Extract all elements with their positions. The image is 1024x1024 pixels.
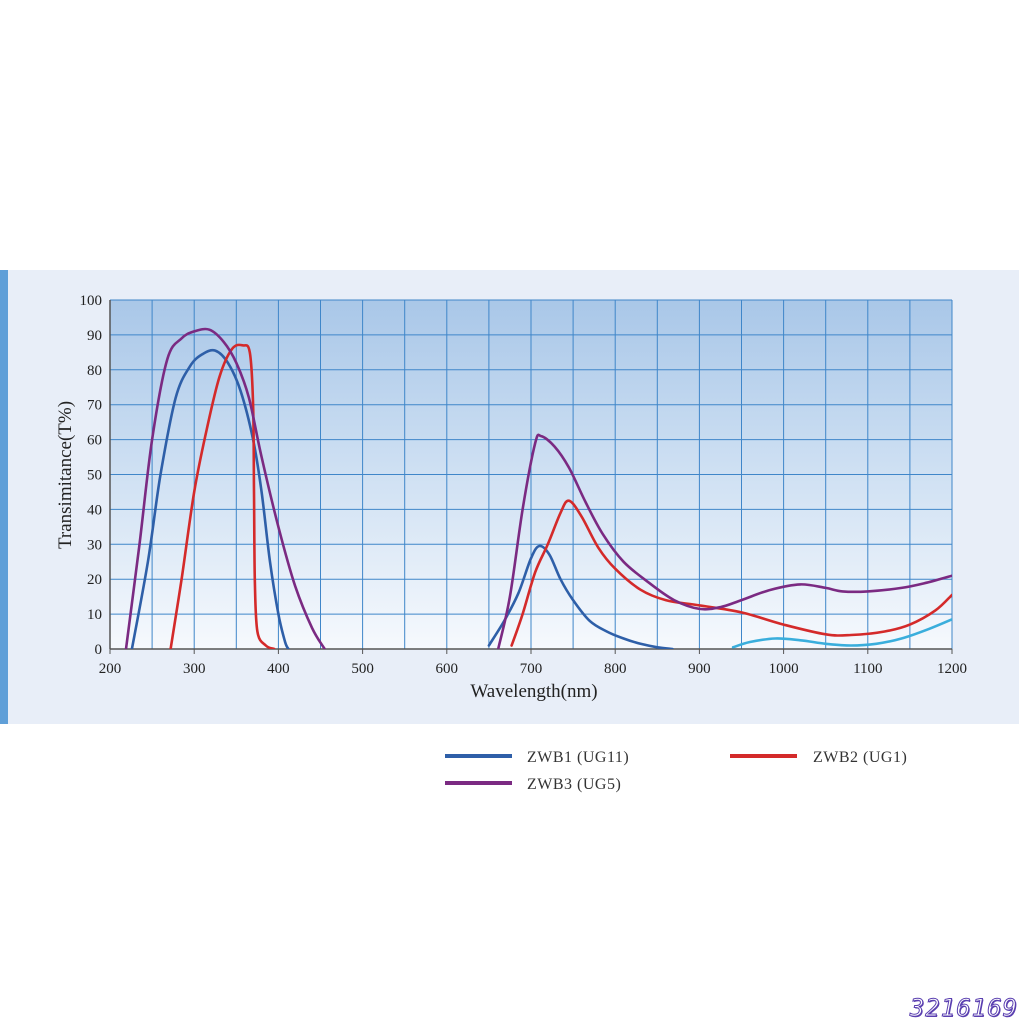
y-tick-label: 10 — [87, 607, 102, 623]
x-tick-label: 200 — [99, 661, 122, 677]
x-tick-label: 700 — [520, 661, 543, 677]
series-line-zwb1-ug11-2 — [487, 544, 674, 649]
y-tick-label: 0 — [95, 642, 103, 658]
legend-label-zwb3: ZWB3 (UG5) — [527, 776, 621, 793]
x-tick-label: 300 — [183, 661, 206, 677]
chart-panel-accent-bar — [0, 270, 8, 724]
legend-label-zwb1: ZWB1 (UG11) — [527, 749, 629, 766]
y-axis-label: Transimitance(T%) — [55, 401, 76, 549]
x-tick-label: 800 — [604, 661, 627, 677]
legend: ZWB1 (UG11) ZWB3 (UG5) ZWB2 (UG1) — [445, 749, 907, 793]
y-tick-label: 60 — [87, 433, 102, 449]
x-tick-label: 1000 — [769, 661, 799, 677]
x-tick-label: 400 — [267, 661, 290, 677]
y-tick-label: 70 — [87, 398, 102, 414]
x-tick-labels: 200 300 400 500 600 700 800 900 1000 1100 1200 — [99, 661, 967, 677]
series-line-zwb2-ug1-1 — [169, 343, 276, 649]
grid-lines — [109, 299, 953, 650]
y-tick-label: 30 — [87, 537, 102, 553]
legend-label-zwb2: ZWB2 (UG1) — [813, 749, 907, 766]
x-tick-label: 600 — [436, 661, 459, 677]
series-line-zwb3-ug5-2 — [496, 433, 952, 649]
y-tick-label: 90 — [87, 328, 102, 344]
x-tick-label: 500 — [351, 661, 374, 677]
watermark-number: 3216169 — [909, 994, 1018, 1023]
series-lines — [124, 327, 952, 649]
y-tick-label: 40 — [87, 502, 102, 518]
series-line-unlabeled-1 — [731, 618, 952, 649]
y-tick-labels: 0 10 20 30 40 50 60 70 80 90 100 — [80, 293, 103, 658]
x-tick-label: 1100 — [853, 661, 882, 677]
axes — [109, 300, 953, 654]
series-line-zwb2-ug1-2 — [510, 499, 952, 647]
y-tick-label: 50 — [87, 468, 102, 484]
y-tick-label: 20 — [87, 572, 102, 588]
y-tick-label: 100 — [80, 293, 103, 309]
series-line-zwb3-ug5-1 — [124, 327, 326, 649]
x-tick-label: 1200 — [937, 661, 967, 677]
x-axis-label: Wavelength(nm) — [470, 681, 597, 702]
y-tick-label: 80 — [87, 363, 102, 379]
x-tick-label: 900 — [688, 661, 711, 677]
